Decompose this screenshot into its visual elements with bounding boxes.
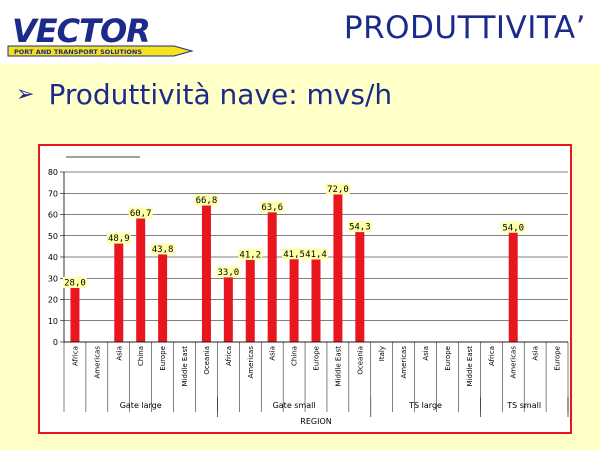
y-tick-label: 30: [48, 274, 58, 283]
data-label-bg: [194, 194, 219, 206]
chart-frame: 0 10 20 30 40 50 60 70 80 Africa Americas Asia China…: [38, 144, 572, 434]
group-label: TS large: [408, 401, 442, 410]
slide-header: VECTOR PORT AND TRANSPORT SOLUTIONS PROD…: [0, 0, 600, 64]
category-label: Americas: [247, 346, 255, 379]
bar: [267, 206, 277, 342]
category-label: Africa: [225, 346, 233, 366]
data-label-bg: [216, 266, 241, 278]
data-label: 63,6: [261, 203, 283, 213]
category-label: Asia: [269, 346, 277, 361]
bar: [114, 238, 124, 342]
category-label: Middle East: [334, 346, 342, 387]
category-label: Americas: [400, 346, 408, 379]
vector-logo: VECTOR PORT AND TRANSPORT SOLUTIONS: [7, 12, 194, 57]
bar: [355, 226, 365, 342]
data-label-bg: [150, 243, 175, 255]
category-label: Africa: [488, 346, 496, 366]
category-label: Asia: [422, 346, 430, 361]
bar-chart: 0 10 20 30 40 50 60 70 80 Africa Americas Asia China…: [48, 156, 569, 426]
data-label-bg: [260, 201, 285, 213]
group-label: Gate small: [273, 401, 316, 410]
category-label: Asia: [115, 346, 123, 361]
y-tick-label: 20: [48, 296, 58, 305]
bar: [508, 227, 518, 342]
bullet-text: Produttività nave: mvs/h: [48, 78, 393, 111]
arrow-bullet-icon: ➢: [16, 82, 35, 107]
data-label: 41,4: [305, 250, 327, 260]
bullet-point: ➢ Produttività nave: mvs/h: [16, 78, 392, 111]
x-axis-title: REGION: [300, 417, 331, 426]
bar: [158, 248, 168, 342]
bar: [311, 254, 321, 342]
y-tick-label: 80: [48, 168, 58, 177]
y-tick-label: 40: [48, 253, 58, 262]
category-label: Middle East: [466, 346, 474, 387]
group-label: TS small: [506, 401, 541, 410]
data-label-bg: [62, 277, 87, 288]
y-tick-label: 70: [48, 189, 58, 198]
bar: [201, 200, 211, 342]
y-tick-label: 50: [48, 232, 58, 241]
data-label: 43,8: [152, 245, 174, 255]
data-label-bg: [128, 207, 153, 219]
svg-text:PORT AND TRANSPORT SOLUTIONS: PORT AND TRANSPORT SOLUTIONS: [14, 48, 142, 56]
data-label-bg: [304, 248, 328, 260]
data-label: 54,0: [502, 223, 524, 233]
category-label: Europe: [159, 346, 167, 371]
bar: [223, 271, 233, 342]
y-tick-label: 60: [48, 211, 58, 220]
data-label: 28,0: [64, 279, 86, 289]
bar: [245, 254, 255, 342]
category-label: China: [137, 346, 145, 366]
bar: [289, 253, 299, 342]
data-label: 41,5: [283, 250, 305, 260]
data-label: 66,8: [196, 196, 218, 206]
category-label: Europe: [554, 346, 562, 371]
y-tick-label: 10: [48, 317, 58, 326]
bar: [333, 189, 343, 342]
data-label: 54,3: [349, 223, 371, 233]
data-label-bg: [325, 183, 350, 195]
category-label: Asia: [532, 346, 540, 361]
data-label-bg: [501, 221, 526, 233]
category-label: Italy: [378, 346, 386, 361]
data-label: 60,7: [130, 209, 152, 219]
data-label: 33,0: [218, 268, 240, 278]
bar: [136, 213, 146, 342]
category-label: Oceania: [203, 346, 211, 375]
category-label: China: [291, 346, 299, 366]
data-label: 48,9: [108, 234, 130, 244]
slide-title: PRODUTTIVITA’: [343, 10, 586, 46]
category-label: Africa: [71, 346, 79, 366]
category-label: Europe: [444, 346, 452, 371]
group-label: Gate large: [120, 401, 162, 410]
data-label: 72,0: [327, 185, 349, 195]
data-label-bg: [106, 232, 131, 244]
category-label: Middle East: [181, 346, 189, 387]
bar: [70, 282, 80, 342]
y-tick-label: 0: [53, 338, 58, 347]
category-label: Europe: [313, 346, 321, 371]
data-label-bg: [282, 248, 307, 260]
category-label: Americas: [93, 346, 101, 379]
category-label: Americas: [510, 346, 518, 379]
data-label-bg: [238, 248, 263, 260]
data-label-bg: [347, 221, 372, 233]
svg-text:VECTOR: VECTOR: [12, 12, 150, 50]
category-label: Oceania: [356, 346, 364, 375]
data-label: 41,2: [239, 250, 261, 260]
